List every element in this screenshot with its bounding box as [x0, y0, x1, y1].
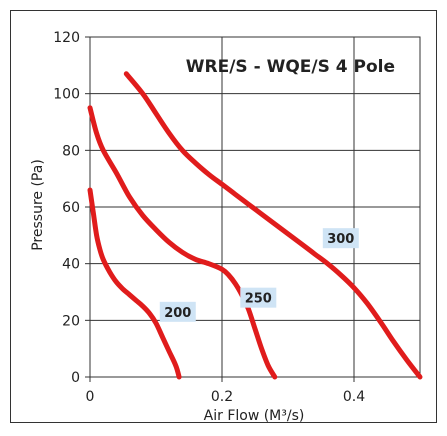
x-tick-label: 0: [86, 389, 95, 405]
series-label-box-250: [240, 287, 277, 308]
series-label-300: 300: [327, 232, 354, 247]
y-tick-label: 120: [53, 30, 80, 46]
series-labels: 200 250 300: [159, 228, 359, 322]
x-tick-label: 0.2: [211, 389, 233, 405]
x-tick-label: 0.4: [343, 389, 365, 405]
series-label-250: 250: [245, 292, 272, 307]
y-tick-label: 0: [71, 370, 80, 386]
series-label-200: 200: [164, 306, 191, 321]
chart-title: WRE/S - WQE/S 4 Pole: [186, 57, 395, 77]
y-tick-label: 80: [62, 143, 80, 159]
series-line-200: [87, 187, 182, 380]
series-line-300: [123, 71, 423, 380]
series: [87, 71, 423, 380]
series-label-box-200: [159, 301, 196, 322]
series-line-250: [87, 105, 278, 380]
outer-border: [10, 10, 437, 423]
y-axis-label: Pressure (Pa): [30, 159, 46, 251]
y-tick-label: 100: [53, 87, 80, 103]
x-axis-label: Air Flow (M³/s): [204, 408, 305, 424]
y-tick-label: 20: [62, 313, 80, 329]
series-label-box-300: [322, 228, 359, 249]
axes: 0 20 40 60 80 100 120 0 0.2 0.4: [53, 30, 365, 405]
y-tick-label: 60: [62, 200, 80, 216]
y-tick-label: 40: [62, 257, 80, 273]
